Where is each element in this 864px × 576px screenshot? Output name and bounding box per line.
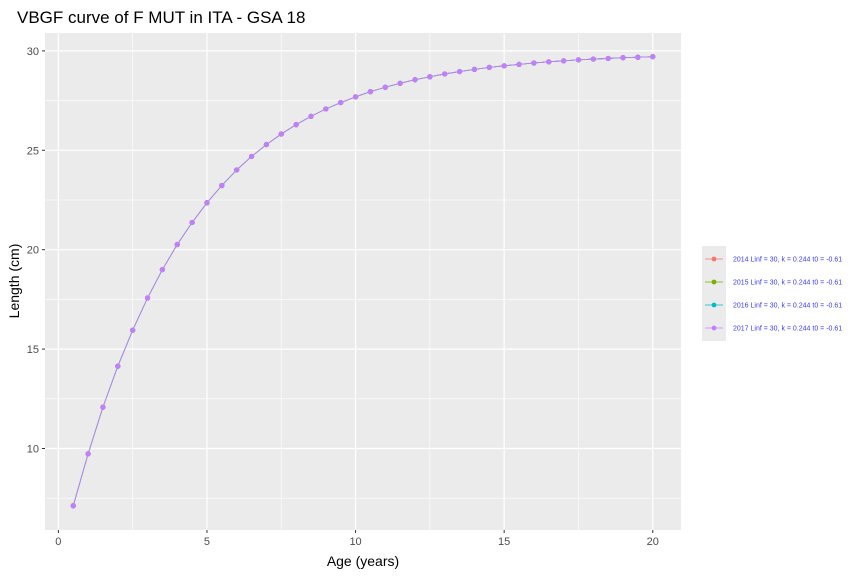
data-point — [456, 68, 463, 75]
y-tick-label: 20 — [27, 245, 39, 257]
y-tick-label: 25 — [27, 145, 39, 157]
legend-key-point — [711, 302, 717, 308]
x-tick-label: 10 — [349, 536, 361, 548]
data-point — [219, 182, 225, 189]
data-point — [486, 64, 492, 70]
data-point — [620, 55, 626, 61]
legend-item: 2016 Linf = 30, k = 0.244 t0 = -0.61 — [705, 303, 842, 310]
data-point — [278, 131, 284, 137]
data-point — [367, 89, 374, 95]
series-4 — [70, 54, 656, 509]
data-point — [144, 295, 151, 301]
data-point — [234, 167, 240, 173]
legend-label: 2014 Linf = 30, k = 0.244 t0 = -0.61 — [733, 257, 842, 264]
data-point — [397, 80, 403, 86]
x-tick-label: 5 — [204, 536, 210, 548]
y-tick-label: 30 — [27, 46, 39, 58]
data-point — [471, 66, 478, 72]
data-point — [204, 200, 210, 206]
data-point — [650, 54, 656, 60]
data-point — [605, 55, 611, 62]
legend-key-point — [711, 256, 717, 262]
legend-label: 2017 Linf = 30, k = 0.244 t0 = -0.61 — [733, 326, 842, 333]
major-gridlines — [45, 33, 681, 530]
data-point — [159, 266, 165, 273]
legend-key-point — [711, 325, 717, 331]
data-point — [263, 141, 270, 148]
y-tick-label: 10 — [27, 443, 39, 455]
x-axis-title: Age (years) — [327, 553, 399, 569]
data-point — [293, 122, 299, 128]
minor-gridlines — [45, 33, 681, 530]
data-point — [382, 84, 388, 90]
data-point — [338, 99, 344, 106]
data-point — [546, 59, 552, 65]
data-point — [575, 57, 582, 63]
data-point — [323, 106, 329, 112]
data-point — [635, 54, 641, 60]
chart-title: VBGF curve of F MUT in ITA - GSA 18 — [17, 8, 305, 27]
series-line — [72, 56, 653, 506]
data-point — [412, 77, 418, 83]
legend-background — [702, 246, 726, 341]
y-tick-label: 15 — [27, 344, 39, 356]
legend: 2014 Linf = 30, k = 0.244 t0 = -0.61 2015… — [702, 246, 842, 341]
legend-item: 2017 Linf = 30, k = 0.244 t0 = -0.61 — [705, 326, 842, 333]
data-point — [308, 113, 314, 119]
data-point — [531, 60, 537, 66]
legend-label: 2015 Linf = 30, k = 0.244 t0 = -0.61 — [733, 280, 842, 287]
y-axis: 10 15 20 25 30 — [27, 46, 45, 455]
data-point — [590, 56, 596, 62]
legend-label: 2016 Linf = 30, k = 0.244 t0 = -0.61 — [733, 303, 842, 310]
data-point — [248, 153, 255, 160]
x-axis: 0 5 10 15 20 — [55, 530, 659, 548]
data-point — [501, 63, 507, 69]
series-layer — [70, 54, 656, 509]
data-point — [85, 451, 91, 457]
plot-panel — [45, 33, 681, 530]
data-point — [70, 503, 76, 509]
data-point — [115, 363, 121, 369]
data-point — [100, 404, 106, 410]
data-point — [561, 58, 567, 64]
legend-item: 2014 Linf = 30, k = 0.244 t0 = -0.61 — [705, 257, 842, 264]
data-point — [442, 71, 448, 77]
x-tick-label: 20 — [647, 536, 659, 548]
data-point — [189, 219, 195, 226]
data-point — [516, 61, 522, 68]
y-axis-title: Length (cm) — [6, 244, 22, 319]
data-point — [352, 94, 359, 100]
legend-key-point — [711, 279, 717, 285]
legend-item: 2015 Linf = 30, k = 0.244 t0 = -0.61 — [705, 280, 842, 287]
x-tick-label: 0 — [55, 536, 61, 548]
data-point — [427, 74, 433, 80]
data-point — [130, 327, 136, 333]
data-point — [174, 241, 180, 248]
x-tick-label: 15 — [498, 536, 510, 548]
